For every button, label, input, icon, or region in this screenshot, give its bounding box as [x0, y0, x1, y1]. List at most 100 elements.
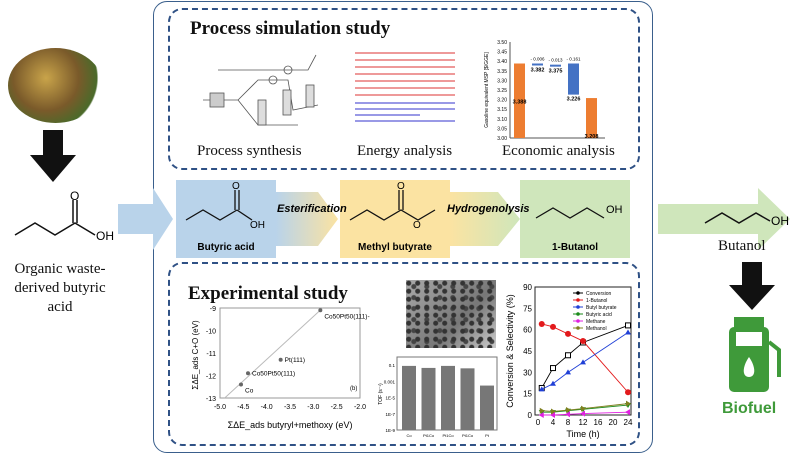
x-tick-label: -3.0	[307, 404, 319, 411]
y-tick-label: 3.15	[497, 107, 507, 113]
waterfall-bar	[532, 63, 543, 66]
waterfall-bar	[586, 98, 597, 138]
x-tick-label: 16	[594, 418, 603, 427]
plot-frame	[534, 286, 632, 416]
x-tick-label: -4.5	[237, 404, 249, 411]
bar-value-label: 3.382	[531, 68, 545, 74]
data-point	[278, 357, 283, 362]
y-tick-label: -11	[206, 351, 216, 358]
data-marker	[626, 400, 631, 407]
dft-scatter-chart: -5.0 -4.5 -4.0 -3.5 -3.0 -2.5 -2.0 -9 -10 -11 -12 -…	[191, 306, 370, 430]
data-marker	[625, 389, 631, 396]
feedstock-caption: Organic waste-derived butyric acid	[14, 261, 106, 315]
tof-bar-chart: 0.1 0.001 1E-5 1E-7 1E-9 Co Pt1Co Pt1Co Pt1Co Pt T…	[378, 356, 498, 438]
step-butyric-acid: Butyric acid	[197, 242, 255, 253]
bar-delta-label: - 0.006	[530, 57, 545, 62]
x-tick-label: -2.5	[331, 404, 343, 411]
process-caption-synthesis: Process synthesis	[197, 143, 302, 159]
tof-bar	[441, 365, 455, 430]
down-arrow-icon	[30, 130, 76, 182]
x-tick-label: Pt1Co	[442, 433, 454, 438]
y-tick-label: 0	[528, 411, 533, 420]
data-marker	[565, 411, 570, 418]
data-marker	[538, 412, 544, 418]
legend-label: Methane	[586, 319, 606, 325]
y-tick-label: 1E-9	[385, 428, 395, 433]
data-marker	[550, 380, 556, 386]
y-axis-label: Gasoline equivalent MSP [$/GGE]	[484, 52, 490, 128]
y-tick-label: 3.05	[497, 126, 507, 132]
y-axis-label: TOF (s⁻¹)	[378, 383, 384, 405]
y-tick-label: 3.25	[497, 88, 507, 94]
data-marker	[550, 412, 555, 418]
series-line	[541, 324, 629, 389]
step-methyl-butyrate: Methyl butyrate	[358, 242, 432, 253]
reaction-esterification: Esterification	[277, 203, 347, 215]
y-tick-label: 1E-7	[385, 412, 395, 417]
x-tick-label: -3.5	[284, 404, 296, 411]
bar-delta-label: - 0.013	[548, 58, 563, 63]
y-tick-label: 60	[523, 326, 532, 335]
point-label: Co50Pt50(111)	[252, 370, 295, 377]
svg-text:OH: OH	[96, 229, 114, 243]
bar-value-label: 3.226	[567, 97, 581, 103]
data-marker	[580, 359, 586, 365]
x-tick-label: 0	[536, 418, 541, 427]
svg-text:O: O	[70, 190, 79, 203]
data-marker	[550, 323, 556, 330]
organic-waste-image	[8, 48, 103, 123]
x-axis-label: ΣΔE_ads butyryl+methoxy (eV)	[228, 420, 353, 430]
oh-label: OH	[606, 204, 623, 216]
svg-text:O: O	[397, 181, 405, 192]
legend-label: 1-Butanol	[586, 298, 607, 304]
svg-text:OH: OH	[771, 214, 789, 228]
butanol-structure: OH	[704, 212, 789, 228]
process-caption-energy: Energy analysis	[357, 143, 453, 159]
bar-value-label: 3.375	[549, 69, 563, 75]
pathway-arrow: O OH O O	[118, 180, 790, 258]
y-tick-label: 3.00	[497, 136, 507, 142]
y-tick-label: 3.20	[497, 98, 507, 104]
waterfall-bar	[514, 63, 525, 139]
y-axis-label: Conversion & Selectivity (%)	[505, 294, 515, 408]
waterfall-bar	[568, 63, 579, 95]
tof-bar	[421, 367, 436, 430]
data-marker	[625, 322, 631, 329]
legend-marker	[576, 305, 580, 309]
x-tick-label: -2.0	[354, 404, 366, 411]
data-point	[246, 371, 250, 376]
tof-bar	[402, 365, 416, 430]
experimental-panel	[168, 262, 640, 446]
biofuel-label: Biofuel	[722, 400, 777, 417]
x-tick-label: 20	[609, 418, 618, 427]
tem-image	[406, 280, 496, 348]
legend-marker	[576, 312, 580, 316]
y-tick-label: 45	[523, 347, 532, 356]
point-label: Co	[245, 388, 254, 395]
y-tick-label: -13	[206, 396, 216, 403]
y-tick-label: 0.1	[389, 363, 396, 368]
y-tick-label: 3.40	[497, 59, 507, 65]
y-tick-label: 75	[523, 304, 532, 313]
process-flowsheet-diagram	[203, 54, 319, 126]
y-tick-label: -12	[206, 374, 216, 381]
legend-label: Methanol	[586, 326, 607, 332]
x-tick-label: 12	[579, 418, 588, 427]
tof-bar	[460, 368, 475, 430]
waterfall-bar	[550, 64, 561, 67]
reaction-hydrogenolysis: Hydrogenolysis	[447, 203, 530, 215]
y-tick-label: 3.45	[497, 50, 507, 56]
data-marker	[550, 365, 556, 372]
x-tick-label: Co	[406, 433, 412, 438]
tof-bar	[480, 385, 494, 430]
data-point	[318, 308, 323, 313]
y-tick-label: 3.30	[497, 78, 507, 84]
kinetics-line-chart: 0 4 8 12 16 20 24 0 15 30 45 60 75 90 Time (h) Conversi…	[505, 283, 633, 439]
data-marker	[580, 410, 585, 417]
butanol-label: Butanol	[718, 238, 766, 254]
bar-value-label: 3.388	[513, 100, 527, 106]
data-marker	[580, 338, 586, 345]
bar-value-label: 3.208	[585, 134, 599, 140]
step-1-butanol: 1-Butanol	[551, 242, 599, 253]
x-tick-label: Pt1Co	[462, 433, 474, 438]
